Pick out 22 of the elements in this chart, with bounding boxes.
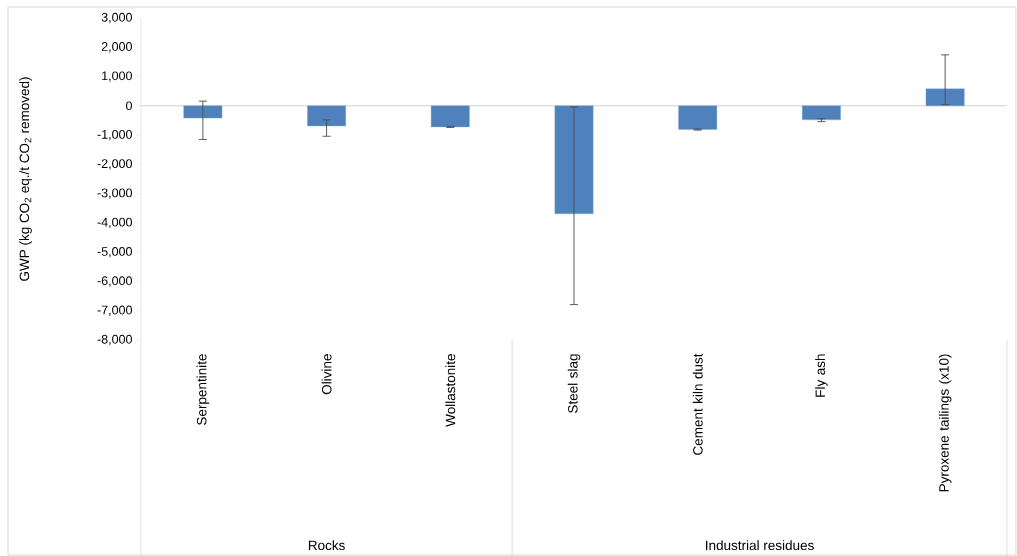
y-tick-label: -5,000 <box>97 247 132 258</box>
y-tick-label: 0 <box>126 101 132 111</box>
y-tick-label: -7,000 <box>97 305 132 316</box>
y-axis-title: GWP (kg CO$_{2}$ eq./t CO$_{2}$ removed) <box>19 77 32 281</box>
x-tick-label: Olivine <box>321 354 332 395</box>
y-tick-label: -2,000 <box>97 159 132 170</box>
x-tick-label: Steel slag <box>567 354 581 413</box>
x-tick-label: Fly ash <box>815 354 828 397</box>
text: Rocks <box>308 540 345 551</box>
y-tick-label: -4,000 <box>97 217 132 229</box>
y-tick-label: -1,000 <box>97 129 132 141</box>
y-tick-label: 2,000 <box>101 42 132 53</box>
x-tick-label: Pyroxene tailings (x10) <box>938 354 952 492</box>
text: Industrial residues <box>706 540 814 551</box>
y-tick-label: 1,000 <box>102 71 132 82</box>
x-tick-label: Serpentinite <box>196 354 210 425</box>
y-tick-label: -3,000 <box>97 188 132 199</box>
x-tick-label: Wollastonite <box>445 354 456 427</box>
y-tick-label: -8,000 <box>97 334 132 346</box>
x-tick-label: Cement kiln dust <box>692 353 703 455</box>
y-tick-label: -6,000 <box>97 276 132 287</box>
y-tick-label: 3,000 <box>101 12 132 24</box>
